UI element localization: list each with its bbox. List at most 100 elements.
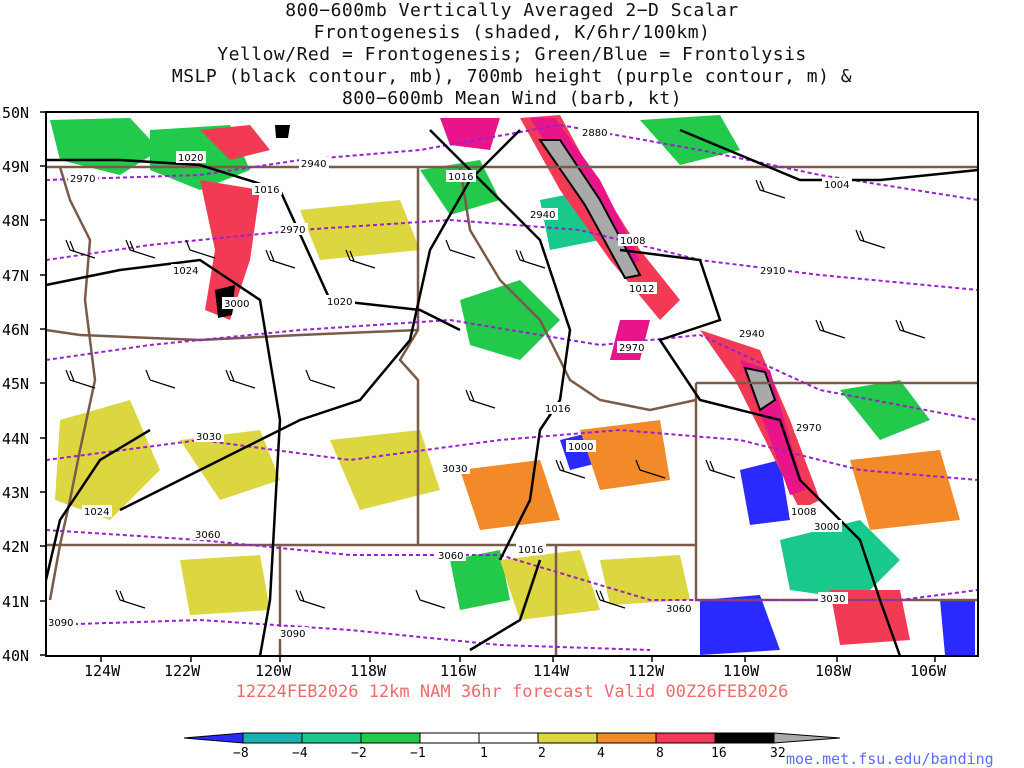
title-line-5: 800−600mb Mean Wind (barb, kt) bbox=[341, 88, 683, 109]
height-label-text: 3060 bbox=[666, 604, 691, 615]
mslp-label-text: 1004 bbox=[824, 180, 849, 191]
height-label-text: 2940 bbox=[739, 329, 764, 340]
lon-label: 120W bbox=[255, 662, 292, 680]
frontolysis-patch bbox=[450, 550, 510, 610]
mslp-contour bbox=[45, 258, 282, 657]
colorbar-label: −1 bbox=[410, 746, 426, 761]
credit-link[interactable]: moe.met.fsu.edu/banding bbox=[786, 750, 994, 768]
height-label-text: 2910 bbox=[760, 266, 785, 277]
lon-label: 110W bbox=[723, 662, 760, 680]
height-label-text: 3060 bbox=[438, 551, 463, 562]
height-label-text: 2970 bbox=[796, 423, 821, 434]
colorbar-swatch bbox=[655, 732, 716, 744]
colorbar-label: −4 bbox=[292, 746, 308, 761]
wind-barb bbox=[465, 389, 496, 409]
height-label: 3090 bbox=[46, 616, 76, 629]
wind-barb bbox=[815, 319, 846, 339]
mslp-contour bbox=[469, 559, 542, 652]
frontogenesis-band bbox=[440, 118, 500, 150]
height-label: 3000 bbox=[812, 520, 842, 533]
colorbar-swatch bbox=[596, 732, 657, 744]
height-label: 3060 bbox=[193, 528, 223, 541]
wind-barb bbox=[225, 369, 256, 389]
frontogenesis-patch bbox=[460, 460, 560, 530]
frontolysis-patch bbox=[780, 520, 900, 600]
frontolysis-patch bbox=[940, 600, 975, 655]
mslp-label-text: 1008 bbox=[620, 236, 645, 247]
coastline bbox=[48, 166, 97, 601]
height-label: 2910 bbox=[758, 264, 788, 277]
state-border bbox=[398, 167, 420, 545]
colorbar-label: 2 bbox=[538, 746, 546, 761]
mslp-label: 1016 bbox=[543, 402, 573, 415]
mslp-label: 1016 bbox=[446, 170, 476, 183]
title-line-2: Frontogenesis (shaded, K/6hr/100km) bbox=[313, 22, 711, 43]
mslp-label: 1016 bbox=[252, 183, 282, 196]
state-border bbox=[694, 383, 978, 602]
height-label: 3030 bbox=[818, 592, 848, 605]
colorbar bbox=[183, 732, 841, 744]
height-label-text: 3060 bbox=[195, 530, 220, 541]
wind-barb bbox=[895, 319, 926, 339]
mslp-label-text: 1016 bbox=[545, 404, 570, 415]
wind-barb bbox=[125, 239, 156, 259]
height-label: 2970 bbox=[68, 172, 98, 185]
wind-barb bbox=[755, 179, 786, 199]
wind-barb bbox=[515, 249, 546, 269]
wind-barb bbox=[595, 589, 626, 609]
frontolysis-patch bbox=[700, 595, 780, 655]
lon-label: 112W bbox=[628, 662, 665, 680]
height-label-text: 2940 bbox=[530, 210, 555, 221]
frontolysis-patch bbox=[840, 380, 930, 440]
mslp-contour bbox=[619, 248, 902, 657]
colorbar-label: 8 bbox=[656, 746, 664, 761]
height-label-text: 3090 bbox=[280, 629, 305, 640]
mslp-label-text: 1016 bbox=[254, 185, 279, 196]
lat-label: 50N bbox=[2, 104, 30, 122]
colorbar-label: −2 bbox=[351, 746, 367, 761]
lat-label: 46N bbox=[2, 321, 30, 339]
height-label: 2970 bbox=[617, 341, 647, 354]
mslp-contour bbox=[119, 129, 521, 512]
height-label: 3000 bbox=[222, 297, 252, 310]
mslp-contour bbox=[44, 428, 151, 581]
wind-barb bbox=[295, 589, 326, 609]
height-label: 2880 bbox=[580, 126, 610, 139]
height-label-text: 3000 bbox=[224, 299, 249, 310]
wind-barb bbox=[705, 459, 736, 479]
lat-label: 49N bbox=[2, 158, 30, 176]
frontolysis-patch bbox=[740, 460, 790, 525]
height-label-text: 2940 bbox=[301, 159, 326, 170]
wind-barb bbox=[145, 369, 176, 389]
wind-barb bbox=[855, 229, 886, 249]
lon-label: 124W bbox=[84, 662, 121, 680]
height-label: 3090 bbox=[278, 627, 308, 640]
wind-barb bbox=[415, 589, 446, 609]
lon-label: 118W bbox=[350, 662, 387, 680]
colorbar-label: 32 bbox=[770, 746, 786, 761]
mslp-label-text: 1000 bbox=[568, 442, 593, 453]
lon-label: 108W bbox=[815, 662, 852, 680]
mslp-label: 1020 bbox=[325, 295, 355, 308]
height-label: 3030 bbox=[194, 430, 224, 443]
lon-label: 106W bbox=[910, 662, 947, 680]
frontogenesis-band bbox=[200, 125, 270, 160]
wind-barb bbox=[445, 239, 476, 259]
colorbar-swatch bbox=[242, 732, 303, 744]
title-line-3: Yellow/Red = Frontogenesis; Green/Blue =… bbox=[217, 44, 807, 65]
frontogenesis-band bbox=[200, 180, 260, 320]
mslp-label-text: 1024 bbox=[173, 266, 198, 277]
lat-label: 43N bbox=[2, 484, 30, 502]
height-label: 2940 bbox=[528, 208, 558, 221]
mslp-label-text: 1016 bbox=[448, 172, 473, 183]
colorbar-right-arrow bbox=[773, 732, 841, 744]
colorbar-label: −8 bbox=[233, 746, 249, 761]
frontogenesis-core bbox=[743, 366, 777, 412]
height-label: 2970 bbox=[794, 421, 824, 434]
wind-barb bbox=[115, 589, 146, 609]
wind-barbs bbox=[65, 179, 926, 609]
colorbar-left-arrow bbox=[183, 732, 244, 744]
mslp-label: 1008 bbox=[618, 234, 648, 247]
height-label: 2940 bbox=[737, 327, 767, 340]
